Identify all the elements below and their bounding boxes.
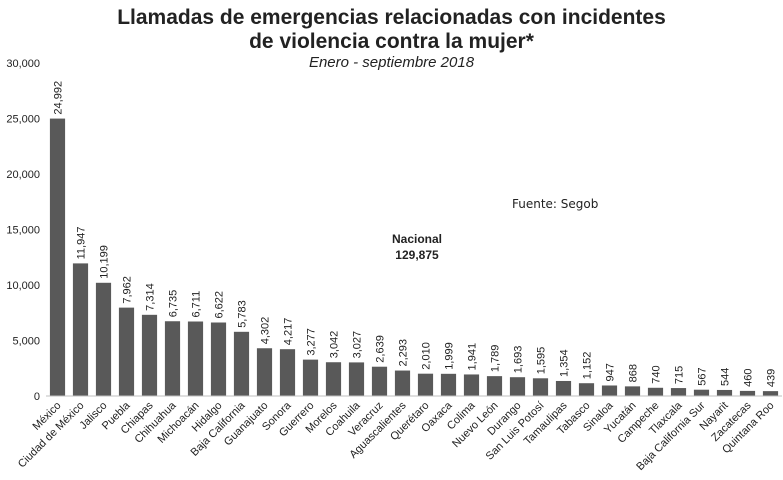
data-label: 1,999 (444, 342, 456, 370)
data-label: 1,152 (582, 352, 594, 380)
data-label: 1,789 (490, 345, 502, 373)
national-total: Nacional 129,875 (372, 231, 462, 263)
data-label: 6,735 (168, 290, 180, 318)
bar (72, 263, 89, 396)
data-label: 4,217 (283, 318, 295, 346)
y-tick-label: 0 (34, 391, 40, 403)
bar (486, 376, 503, 396)
data-label: 10,199 (99, 245, 111, 279)
bar (739, 390, 756, 396)
data-label: 2,639 (375, 335, 387, 363)
bar (233, 331, 250, 396)
bar (509, 377, 526, 396)
national-total-value: 129,875 (395, 248, 439, 262)
y-axis: 0 5,000 10,000 15,000 20,000 25,000 30,000 (6, 58, 40, 403)
y-tick-label: 5,000 (12, 336, 40, 348)
bar (164, 321, 181, 396)
chart-title-line-2: de violencia contra la mujer* (249, 30, 534, 53)
bar (624, 386, 641, 396)
bar (601, 385, 618, 396)
data-label: 7,962 (122, 276, 134, 304)
data-label: 740 (651, 365, 663, 383)
data-label: 1,693 (513, 346, 525, 374)
y-tick-label: 10,000 (6, 280, 40, 292)
data-label: 715 (674, 366, 686, 384)
data-label: 439 (766, 369, 778, 387)
data-label: 2,293 (398, 339, 410, 367)
bar (348, 362, 365, 396)
y-tick-label: 15,000 (6, 225, 40, 237)
data-label: 544 (720, 368, 732, 386)
data-label: 6,622 (214, 291, 226, 319)
data-label: 24,992 (53, 81, 65, 115)
chart-subtitle: Enero - septiembre 2018 (308, 54, 475, 71)
bar (532, 378, 549, 396)
bar (440, 373, 457, 396)
data-label: 1,941 (467, 343, 479, 371)
bar (716, 389, 733, 396)
data-label: 567 (697, 367, 709, 385)
bar (463, 374, 480, 396)
data-label: 7,314 (145, 283, 157, 311)
data-label: 6,711 (191, 291, 203, 318)
bar (394, 370, 411, 396)
bar (762, 391, 779, 396)
y-tick-label: 20,000 (6, 169, 40, 181)
data-label: 3,277 (306, 328, 318, 356)
bar (302, 359, 319, 396)
bar (118, 307, 135, 396)
bar (279, 349, 296, 396)
bar (647, 387, 664, 396)
bar (49, 118, 66, 396)
data-label: 3,042 (329, 331, 341, 359)
bar (693, 389, 710, 396)
bar (325, 362, 342, 396)
data-label: 4,302 (260, 317, 272, 345)
bar-series: 24,992 11,947 10,199 7,962 7,314 6,735 6,711 6,… (49, 81, 779, 396)
data-label: 1,595 (536, 347, 548, 375)
bar (670, 388, 687, 396)
bar (578, 383, 595, 396)
bar (141, 314, 158, 396)
bar (256, 348, 273, 396)
national-total-label: Nacional (391, 232, 442, 246)
data-label: 1,354 (559, 349, 571, 377)
data-label: 460 (743, 369, 755, 387)
y-tick-label: 30,000 (6, 58, 40, 70)
y-tick-label: 25,000 (6, 114, 40, 126)
source-note: Fuente: Segob (512, 197, 599, 211)
bar (555, 380, 572, 396)
data-label: 5,783 (237, 300, 249, 328)
data-label: 3,027 (352, 331, 364, 359)
data-label: 11,947 (76, 227, 88, 260)
bar (95, 282, 112, 396)
data-label: 947 (605, 363, 617, 381)
bar (210, 322, 227, 396)
chart-title-line-1: Llamadas de emergencias relacionadas con… (117, 6, 666, 29)
bar (371, 366, 388, 396)
bar (187, 321, 204, 396)
data-label: 2,010 (421, 342, 433, 370)
data-label: 868 (628, 364, 640, 382)
bar (417, 373, 434, 396)
